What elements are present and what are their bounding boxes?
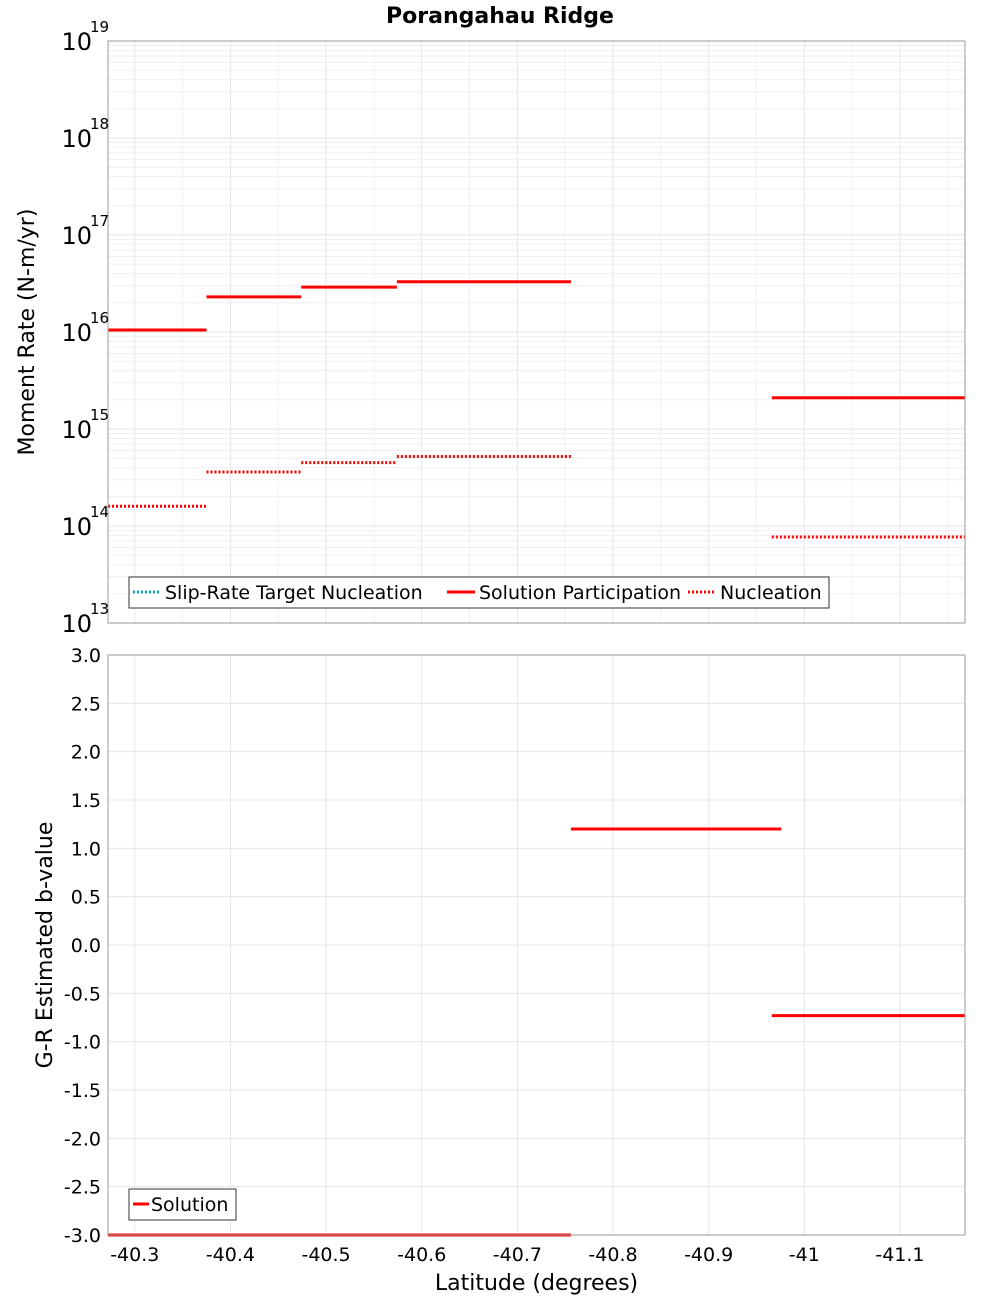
b-value-y-tick-label: 0.5 xyxy=(71,887,101,909)
b-value-y-tick-label: 1.0 xyxy=(71,838,101,860)
b-value-y-tick-label: -1.0 xyxy=(64,1032,101,1054)
moment-rate-y-tick-exponent: 15 xyxy=(90,406,109,424)
moment-rate-y-tick-label: 10 xyxy=(61,125,92,153)
moment-rate-y-tick-exponent: 14 xyxy=(90,503,109,521)
moment-rate-y-tick-label: 10 xyxy=(61,610,92,638)
moment-rate-y-tick-exponent: 18 xyxy=(90,115,109,133)
moment-rate-y-tick-exponent: 17 xyxy=(90,212,109,230)
moment-rate-y-tick-label: 10 xyxy=(61,222,92,250)
legend-solution-label: Solution xyxy=(151,1194,228,1216)
moment-rate-frame xyxy=(107,40,966,624)
b-value-y-tick-label: 0.0 xyxy=(71,935,101,957)
x-tick-label: -40.5 xyxy=(301,1244,350,1266)
b-value-y-tick-label: -1.5 xyxy=(64,1080,101,1102)
x-tick-label: -40.9 xyxy=(684,1244,733,1266)
x-tick-label: -40.3 xyxy=(110,1244,159,1266)
b-value-frame xyxy=(107,654,966,1236)
moment-rate-y-tick-exponent: 13 xyxy=(90,600,109,618)
b-value-y-tick-label: 3.0 xyxy=(71,645,101,667)
moment-rate-y-tick-label: 10 xyxy=(61,416,92,444)
x-tick-label: -40.8 xyxy=(588,1244,637,1266)
b-value-panel: -3.0 -2.5 -2.0 -1.5 -1.0 -0.5 0.0 0.5 1.0 1.5 2.0 2… xyxy=(33,645,966,1296)
moment-rate-y-tick-exponent: 16 xyxy=(90,309,109,327)
b-value-y-tick-label: 1.5 xyxy=(71,790,101,812)
moment-rate-legend: Slip-Rate Target Nucleation Solution Par… xyxy=(128,576,830,609)
b-value-grid xyxy=(108,654,965,1236)
b-value-y-tick-label: -0.5 xyxy=(64,983,101,1005)
x-axis-label: Latitude (degrees) xyxy=(435,1271,638,1296)
b-value-legend: Solution xyxy=(128,1188,237,1221)
b-value-y-tick-label: -3.0 xyxy=(64,1225,101,1247)
chart-title: Porangahau Ridge xyxy=(386,4,614,29)
moment-rate-y-label: Moment Rate (N-m/yr) xyxy=(15,209,40,456)
moment-rate-y-tick-label: 10 xyxy=(61,319,92,347)
x-tick-label: -40.7 xyxy=(493,1244,542,1266)
x-tick-label: -40.6 xyxy=(397,1244,446,1266)
b-value-y-tick-label: -2.0 xyxy=(64,1128,101,1150)
b-value-y-tick-label: 2.0 xyxy=(71,742,101,764)
b-value-y-label: G-R Estimated b-value xyxy=(33,822,58,1069)
moment-rate-y-tick-exponent: 19 xyxy=(90,18,109,36)
b-value-y-ticks: -3.0 -2.5 -2.0 -1.5 -1.0 -0.5 0.0 0.5 1.0 1.5 2.0 2… xyxy=(64,645,101,1247)
b-value-y-tick-label: -2.5 xyxy=(64,1177,101,1199)
x-tick-label: -40.4 xyxy=(206,1244,255,1266)
b-value-y-tick-label: 2.5 xyxy=(71,693,101,715)
moment-rate-y-tick-label: 10 xyxy=(61,513,92,541)
x-tick-label: -41 xyxy=(789,1244,820,1266)
legend-participation-label: Solution Participation xyxy=(479,582,681,604)
b-value-x-ticks: -40.3 -40.4 -40.5 -40.6 -40.7 -40.8 -40.9 -41 -4… xyxy=(110,1244,924,1266)
b-value-series xyxy=(108,827,965,1237)
moment-rate-grid xyxy=(108,41,965,624)
moment-rate-y-tick-label: 10 xyxy=(61,28,92,56)
x-tick-label: -41.1 xyxy=(875,1244,924,1266)
moment-rate-series xyxy=(108,280,965,539)
legend-nucleation-label: Nucleation xyxy=(720,582,822,604)
legend-target-label: Slip-Rate Target Nucleation xyxy=(165,582,423,604)
